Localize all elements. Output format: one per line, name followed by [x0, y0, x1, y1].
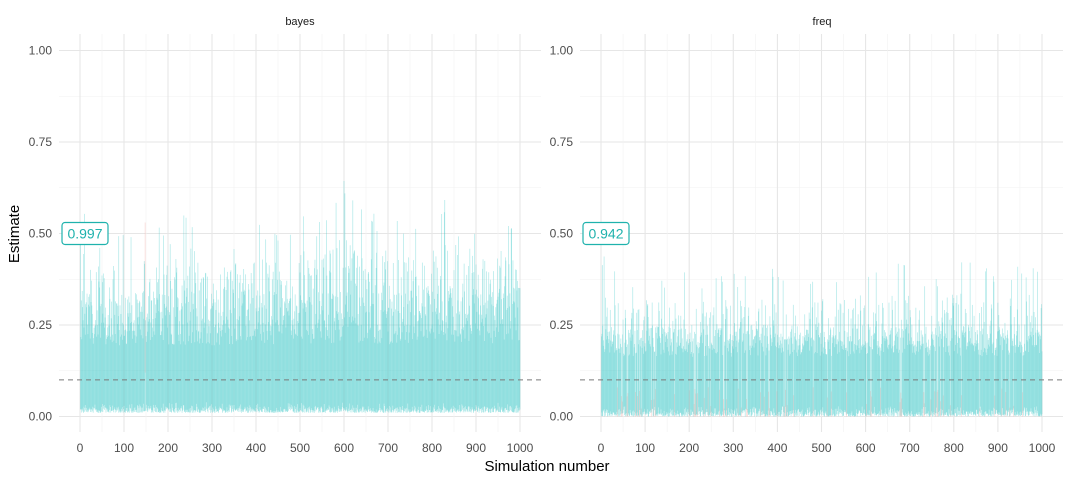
- x-tick-label: 1000: [1029, 441, 1056, 455]
- y-tick-label: 0.50: [550, 227, 574, 241]
- coverage-label-box: [61, 221, 109, 246]
- x-tick-label: 100: [635, 441, 655, 455]
- coverage-label: 0.997: [67, 226, 102, 242]
- x-tick-label: 500: [290, 441, 310, 455]
- y-tick-label: 1.00: [550, 44, 574, 58]
- x-tick-label: 600: [856, 441, 876, 455]
- x-tick-label: 400: [767, 441, 787, 455]
- coverage-label: 0.942: [588, 226, 623, 242]
- y-tick-label: 0.75: [550, 135, 574, 149]
- y-tick-label: 0.50: [29, 227, 53, 241]
- strip-label-freq: freq: [813, 16, 832, 28]
- x-tick-label: 1000: [507, 441, 534, 455]
- panel-bayes: bayes 0.00 0.25 0.50 0.75 1.00 0 100 200 300 400 5…: [29, 16, 541, 455]
- y-tick-label: 0.00: [550, 410, 574, 424]
- y-tick-label: 0.25: [550, 318, 574, 332]
- x-tick-label: 900: [466, 441, 486, 455]
- x-tick-label: 800: [944, 441, 964, 455]
- y-axis-title: Estimate: [6, 205, 23, 263]
- interval-segments: [80, 181, 521, 413]
- y-tick-label: 0.00: [29, 410, 53, 424]
- panel-freq: freq 0.00 0.25 0.50 0.75 1.00 0 100 200 300 400 50…: [550, 16, 1063, 455]
- gridlines: [59, 34, 541, 432]
- x-tick-label: 200: [679, 441, 699, 455]
- y-tick-label: 1.00: [29, 44, 53, 58]
- x-tick-label: 500: [811, 441, 831, 455]
- x-axis-title: Simulation number: [484, 458, 609, 475]
- strip-label-bayes: bayes: [285, 16, 315, 28]
- x-tick-label: 100: [114, 441, 134, 455]
- x-tick-label: 200: [158, 441, 178, 455]
- y-tick-label: 0.25: [29, 318, 53, 332]
- x-tick-label: 0: [77, 441, 84, 455]
- x-tick-label: 700: [378, 441, 398, 455]
- coverage-label-box: [582, 221, 630, 246]
- x-tick-label: 800: [422, 441, 442, 455]
- x-tick-label: 300: [202, 441, 222, 455]
- x-tick-label: 900: [988, 441, 1008, 455]
- x-tick-label: 700: [900, 441, 920, 455]
- x-tick-label: 300: [723, 441, 743, 455]
- x-tick-label: 0: [598, 441, 605, 455]
- y-tick-label: 0.75: [29, 135, 53, 149]
- x-tick-label: 400: [246, 441, 266, 455]
- x-tick-label: 600: [334, 441, 354, 455]
